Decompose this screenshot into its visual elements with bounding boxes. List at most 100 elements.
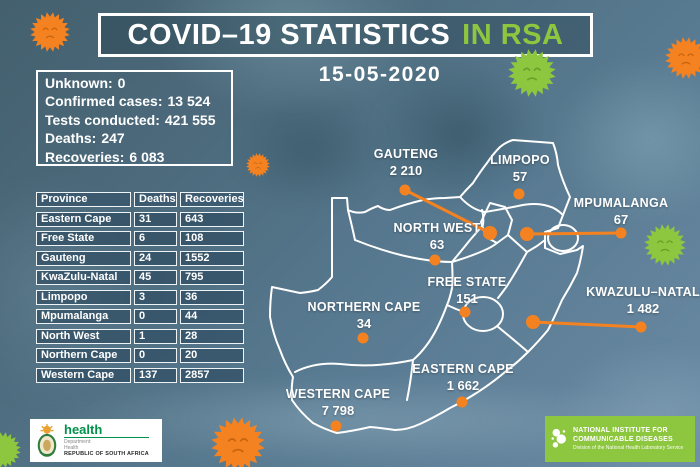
province-name: WESTERN CAPE bbox=[285, 387, 391, 401]
province-name: NORTH WEST bbox=[393, 221, 481, 235]
table-header-deaths: Deaths bbox=[134, 192, 177, 207]
province-name: LIMPOPO bbox=[490, 153, 550, 167]
province-name: NORTHERN CAPE bbox=[307, 300, 421, 314]
summary-label: Recoveries: bbox=[45, 148, 125, 165]
summary-row: Confirmed cases: 13 524 bbox=[45, 92, 224, 110]
table-cell: North West bbox=[36, 328, 131, 344]
summary-label: Confirmed cases: bbox=[45, 93, 163, 110]
province-cases: 151 bbox=[456, 291, 478, 306]
map-label-limpopo: LIMPOPO 57 bbox=[490, 153, 550, 184]
province-border-mpumalanga-kzn bbox=[526, 239, 546, 253]
province-border-freestate-kzn bbox=[497, 251, 528, 299]
province-border-northerncape-easterncape bbox=[412, 304, 448, 361]
table-header-province: Province bbox=[36, 192, 131, 207]
summary-value: 13 524 bbox=[167, 93, 211, 110]
province-name: MPUMALANGA bbox=[573, 196, 669, 210]
nicd-emblem-icon bbox=[551, 428, 566, 448]
table-header-recoveries: Recoveries bbox=[180, 192, 244, 207]
eswatini-enclave bbox=[547, 224, 579, 252]
province-cases: 34 bbox=[356, 316, 372, 331]
table-cell: 20 bbox=[180, 348, 244, 363]
table-cell: Limpopo bbox=[36, 289, 131, 305]
summary-row: Tests conducted: 421 555 bbox=[45, 111, 224, 129]
map-label-freestate: FREE STATE 151 bbox=[428, 275, 507, 306]
virus-icon bbox=[246, 153, 270, 177]
virus-icon bbox=[644, 224, 686, 266]
virus-icon bbox=[30, 12, 70, 52]
table-cell: 45 bbox=[134, 270, 177, 285]
province-name: GAUTENG bbox=[373, 147, 439, 161]
table-cell: Northern Cape bbox=[36, 348, 131, 363]
province-border-westerncape-easterncape bbox=[406, 359, 414, 401]
province-border-freestate-north bbox=[451, 242, 498, 263]
nicd-logo: NATIONAL INSTITUTE FOR COMMUNICABLE DISE… bbox=[545, 416, 695, 462]
virus-icon bbox=[211, 417, 265, 467]
table-cell: 24 bbox=[134, 250, 177, 266]
table-cell: 1552 bbox=[180, 250, 244, 266]
summary-row: Deaths: 247 bbox=[45, 129, 224, 147]
province-name: FREE STATE bbox=[427, 275, 507, 289]
health-logo-dept1: Department: bbox=[64, 439, 92, 446]
virus-icon bbox=[0, 432, 21, 467]
table-cell: 28 bbox=[180, 328, 244, 344]
province-name: EASTERN CAPE bbox=[412, 362, 514, 376]
date-label: 15-05-2020 bbox=[318, 63, 442, 86]
summary-value: 247 bbox=[101, 130, 125, 147]
health-logo-text: health Department: Health REPUBLIC OF SO… bbox=[64, 423, 149, 458]
table-cell: Mpumalanga bbox=[36, 309, 131, 324]
table-cell: 36 bbox=[180, 289, 244, 305]
summary-value: 0 bbox=[117, 75, 126, 91]
summary-label: Tests conducted: bbox=[45, 111, 160, 128]
table-cell: 2857 bbox=[180, 367, 244, 383]
province-name: KWAZULU–NATAL bbox=[586, 285, 700, 299]
page-title: COVID–19 STATISTICS bbox=[127, 18, 451, 51]
nicd-logo-text: NATIONAL INSTITUTE FOR COMMUNICABLE DISE… bbox=[573, 426, 683, 452]
table-cell: Eastern Cape bbox=[36, 211, 131, 227]
table-cell: 0 bbox=[134, 348, 177, 363]
table-cell: 44 bbox=[180, 309, 244, 324]
table-cell: 6 bbox=[134, 231, 177, 246]
map-label-easterncape: EASTERN CAPE 1 662 bbox=[412, 362, 514, 393]
province-table: Province Deaths Recoveries Eastern Cape … bbox=[36, 192, 244, 383]
map-label-mpumalanga: MPUMALANGA 67 bbox=[574, 196, 669, 227]
map-label-kwazulunatal: KWAZULU–NATAL 1 482 bbox=[586, 285, 700, 316]
map-label-westerncape: WESTERN CAPE 7 798 bbox=[286, 387, 390, 418]
table-cell: 137 bbox=[134, 367, 177, 383]
summary-label: Deaths: bbox=[45, 130, 97, 147]
table-cell: Western Cape bbox=[36, 367, 131, 383]
health-logo-country: REPUBLIC OF SOUTH AFRICA bbox=[64, 451, 149, 458]
province-cases: 1 482 bbox=[626, 301, 660, 316]
virus-icon bbox=[665, 37, 700, 79]
summary-row: Unknown: 0 bbox=[45, 74, 224, 92]
province-cases: 2 210 bbox=[389, 163, 423, 178]
nicd-line1: NATIONAL INSTITUTE FOR bbox=[573, 427, 668, 434]
province-cases: 1 662 bbox=[446, 378, 480, 393]
nicd-line3: Division of the National Health Laborato… bbox=[573, 445, 684, 451]
health-logo-title: health bbox=[64, 423, 149, 439]
table-cell: 31 bbox=[134, 211, 177, 227]
table-cell: 108 bbox=[180, 231, 244, 246]
province-cases: 67 bbox=[613, 212, 629, 227]
table-cell: 3 bbox=[134, 289, 177, 305]
province-cases: 7 798 bbox=[321, 403, 355, 418]
nicd-line2: COMMUNICABLE DISEASES bbox=[573, 436, 673, 443]
health-logo-dept2: Health bbox=[64, 445, 79, 452]
map-label-northerncape: NORTHERN CAPE 34 bbox=[308, 300, 421, 331]
map-label-northwest: NORTH WEST 63 bbox=[393, 221, 480, 252]
title-banner: COVID–19 STATISTICS IN RSA bbox=[98, 13, 593, 57]
summary-box: Unknown: 0 Confirmed cases: 13 524 Tests c… bbox=[36, 70, 233, 166]
province-cases: 63 bbox=[429, 237, 445, 252]
province-border-freestate-mpumalanga bbox=[507, 234, 528, 253]
summary-value: 6 083 bbox=[129, 148, 165, 165]
table-cell: 0 bbox=[134, 309, 177, 324]
province-border-northerncape-westerncape bbox=[294, 359, 414, 373]
table-cell: KwaZulu-Natal bbox=[36, 270, 131, 285]
table-cell: Gauteng bbox=[36, 250, 131, 266]
table-cell: 1 bbox=[134, 328, 177, 344]
summary-label: Unknown: bbox=[45, 75, 113, 91]
province-border-freestate-west bbox=[446, 261, 454, 306]
sa-coat-of-arms-icon bbox=[37, 423, 57, 457]
map-label-gauteng: GAUTENG 2 210 bbox=[374, 147, 439, 178]
page-title-highlight: IN RSA bbox=[462, 18, 564, 51]
